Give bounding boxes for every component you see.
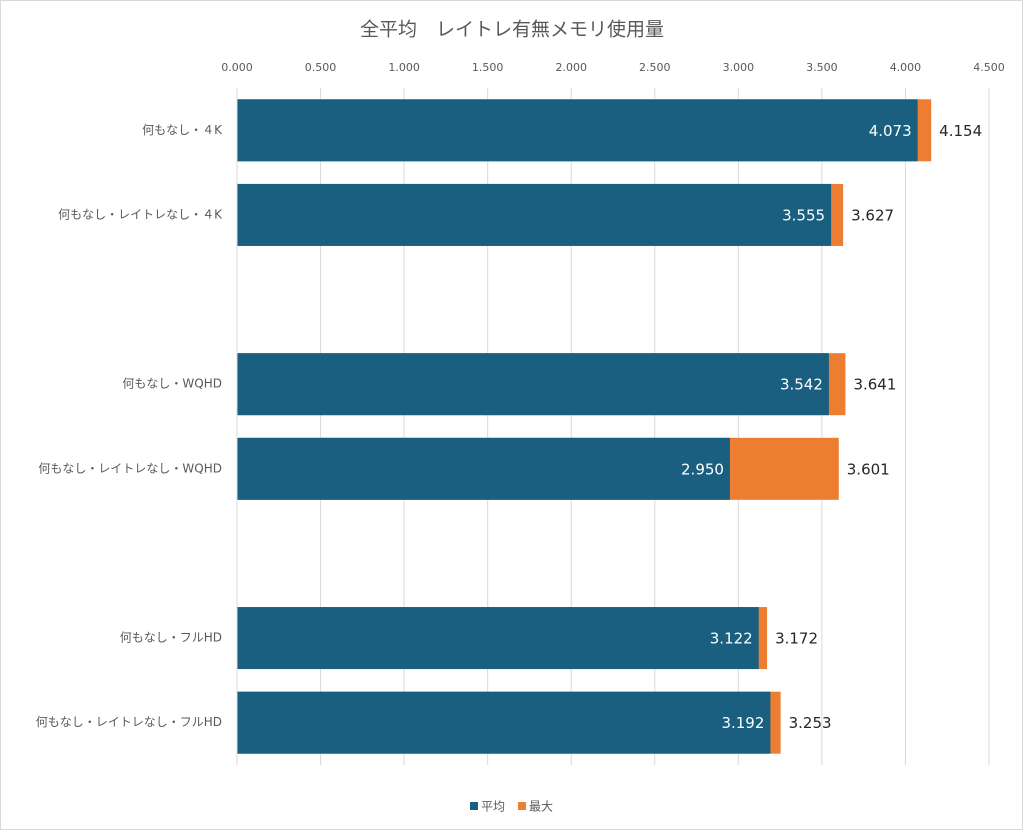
x-tick-label: 2.500 [639,61,671,74]
data-label: 3.253 [789,714,832,732]
data-label: 4.073 [869,122,912,140]
x-tick-label: 4.500 [973,61,1005,74]
y-tick-label: 何もなし・レイトレなし・４K [58,207,223,221]
data-label: 4.154 [939,122,982,140]
x-tick-label: 1.000 [388,61,420,74]
bar [237,353,829,416]
bar [237,99,918,162]
x-tick-label: 3.000 [723,61,755,74]
legend-swatch [518,802,527,810]
legend-label: 最大 [529,800,553,814]
x-tick-label: 3.500 [806,61,838,74]
x-tick-label: 1.500 [472,61,504,74]
y-tick-label: 何もなし・４K [142,123,223,137]
x-tick-label: 0.500 [305,61,337,74]
legend-label: 平均 [481,800,505,814]
y-tick-label: 何もなし・レイトレなし・WQHD [38,461,222,475]
data-label: 3.627 [851,206,894,224]
legend-swatch [470,802,478,810]
x-tick-label: 4.000 [890,61,922,74]
x-tick-label: 2.000 [555,61,587,74]
data-label: 3.192 [721,714,764,732]
y-tick-label: 何もなし・フルHD [120,631,222,645]
chart-title: 全平均 レイトレ有無メモリ使用量 [360,19,664,41]
y-tick-label: 何もなし・レイトレなし・フルHD [36,715,222,729]
bar [237,691,771,754]
data-label: 3.122 [710,630,753,648]
x-tick-label: 0.000 [221,61,253,74]
bar [237,183,832,246]
data-label: 3.542 [780,376,823,394]
data-label: 3.172 [775,630,818,648]
data-label: 3.555 [782,206,825,224]
y-tick-label: 何もなし・WQHD [122,377,222,391]
bar [237,437,730,500]
data-label: 2.950 [681,460,724,478]
data-label: 3.641 [853,376,896,394]
bar [237,607,759,670]
data-label: 3.601 [847,460,890,478]
